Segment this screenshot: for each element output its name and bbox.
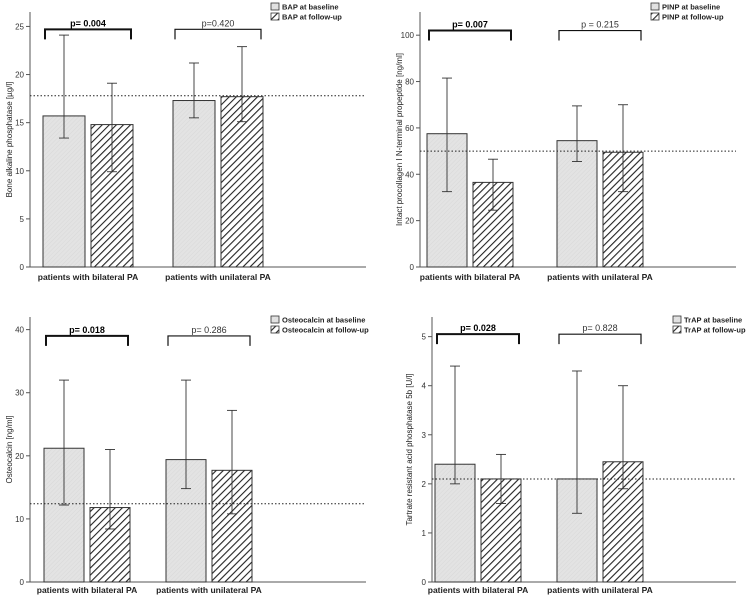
y-tick-label: 20 <box>405 217 414 226</box>
y-tick-label: 0 <box>20 578 25 587</box>
y-tick-label: 20 <box>15 452 24 461</box>
y-tick-label: 4 <box>422 382 427 391</box>
chart-panel-3: 0 10 20 30 40 Osteocalcin [ng/ml] Osteocalcin … <box>5 316 369 596</box>
y-tick-label: 40 <box>15 326 24 335</box>
legend-swatch-baseline <box>270 2 280 11</box>
y-tick-label: 30 <box>15 389 24 398</box>
legend-label-baseline: TrAP at baseline <box>684 316 742 325</box>
legend-swatch-followup <box>672 325 682 334</box>
y-tick-label: 15 <box>15 119 24 128</box>
legend-label-baseline: BAP at baseline <box>282 3 339 12</box>
x-category-label: patients with bilateral PA <box>38 272 138 282</box>
y-tick-label: 100 <box>401 31 415 40</box>
x-category-label: patients with bilateral PA <box>428 585 528 595</box>
significance-bracket <box>167 335 251 346</box>
y-tick-label: 5 <box>20 215 25 224</box>
p-value-label: p= 0.286 <box>191 325 226 335</box>
legend-swatch-baseline <box>650 2 660 11</box>
p-value-label: p= 0.007 <box>452 20 488 30</box>
significance-bracket <box>428 29 512 41</box>
p-value-label: p= 0.018 <box>69 325 105 335</box>
y-tick-label: 20 <box>15 71 24 80</box>
legend-label-followup: TrAP at follow-up <box>684 326 746 335</box>
significance-bracket <box>45 334 129 346</box>
y-tick-label: 10 <box>15 167 24 176</box>
chart-panel-1: 0 5 10 15 20 25 Bone alkaline phosphatase [µg/… <box>5 2 366 282</box>
bar-baseline <box>42 115 86 268</box>
y-tick-label: 1 <box>422 529 427 538</box>
y-tick-label: 0 <box>422 578 427 587</box>
y-tick-label: 80 <box>405 78 414 87</box>
significance-bracket <box>558 29 642 41</box>
legend-swatch-followup <box>270 12 280 21</box>
p-value-label: p= 0.004 <box>70 18 106 28</box>
y-tick-label: 5 <box>422 333 427 342</box>
p-value-label: p = 0.215 <box>581 20 619 30</box>
x-category-label: patients with unilateral PA <box>547 272 653 282</box>
y-tick-label: 0 <box>20 263 25 272</box>
legend-swatch-followup <box>270 325 280 334</box>
y-tick-label: 3 <box>422 431 427 440</box>
y-tick-label: 40 <box>405 170 414 179</box>
legend-label-baseline: PINP at baseline <box>662 3 720 12</box>
y-tick-label: 25 <box>15 22 24 31</box>
significance-bracket <box>174 28 262 40</box>
bar-followup <box>220 96 264 268</box>
legend-label-followup: BAP at follow-up <box>282 13 342 22</box>
y-axis-label: Bone alkaline phosphatase [µg/l] <box>5 82 14 198</box>
bar-baseline <box>172 100 216 268</box>
legend-label-followup: PINP at follow-up <box>662 13 724 22</box>
y-axis-label: Intact procollagen I N-terminal propepti… <box>395 53 404 226</box>
y-axis-label: Tartrate resistant acid phosphatase 5b [… <box>405 373 414 525</box>
chart-panel-4: 0 1 2 3 4 5 Tartrate resistant acid phosphatas… <box>405 316 746 596</box>
significance-bracket <box>558 333 642 345</box>
significance-bracket <box>44 28 132 40</box>
legend-label-baseline: Osteocalcin at baseline <box>282 316 365 325</box>
significance-bracket <box>436 333 520 345</box>
x-category-label: patients with unilateral PA <box>547 585 653 595</box>
y-tick-label: 0 <box>410 263 415 272</box>
y-tick-label: 60 <box>405 124 414 133</box>
x-category-label: patients with unilateral PA <box>156 585 262 595</box>
x-category-label: patients with unilateral PA <box>165 272 271 282</box>
legend-swatch-baseline <box>270 315 280 324</box>
chart-panel-2: 0 20 40 60 80 100 Intact procollagen I N-termi… <box>395 2 736 282</box>
legend-label-followup: Osteocalcin at follow-up <box>282 326 369 335</box>
x-category-label: patients with bilateral PA <box>37 585 137 595</box>
y-tick-label: 10 <box>15 515 24 524</box>
p-value-label: p= 0.828 <box>582 323 617 333</box>
p-value-label: p= 0.028 <box>460 323 496 333</box>
y-axis-label: Osteocalcin [ng/ml] <box>5 415 14 483</box>
x-category-label: patients with bilateral PA <box>420 272 520 282</box>
p-value-label: p=0.420 <box>202 18 235 28</box>
y-tick-label: 2 <box>422 480 427 489</box>
legend-swatch-followup <box>650 12 660 21</box>
legend-swatch-baseline <box>672 315 682 324</box>
